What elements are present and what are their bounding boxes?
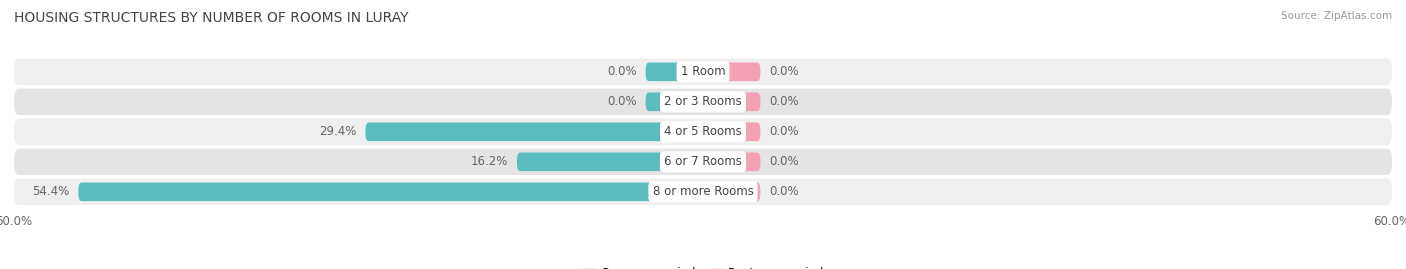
FancyBboxPatch shape	[645, 93, 703, 111]
FancyBboxPatch shape	[79, 182, 703, 201]
Text: 0.0%: 0.0%	[769, 155, 799, 168]
FancyBboxPatch shape	[645, 62, 703, 81]
FancyBboxPatch shape	[14, 119, 1392, 145]
Text: 6 or 7 Rooms: 6 or 7 Rooms	[664, 155, 742, 168]
FancyBboxPatch shape	[517, 153, 703, 171]
Text: 0.0%: 0.0%	[769, 125, 799, 138]
Text: 0.0%: 0.0%	[769, 65, 799, 78]
Text: 1 Room: 1 Room	[681, 65, 725, 78]
Text: 16.2%: 16.2%	[471, 155, 508, 168]
FancyBboxPatch shape	[366, 122, 703, 141]
FancyBboxPatch shape	[703, 182, 761, 201]
FancyBboxPatch shape	[14, 179, 1392, 205]
Text: 54.4%: 54.4%	[32, 185, 69, 198]
FancyBboxPatch shape	[703, 62, 761, 81]
Text: 0.0%: 0.0%	[607, 95, 637, 108]
FancyBboxPatch shape	[14, 59, 1392, 85]
Text: 4 or 5 Rooms: 4 or 5 Rooms	[664, 125, 742, 138]
Text: 0.0%: 0.0%	[769, 185, 799, 198]
FancyBboxPatch shape	[14, 89, 1392, 115]
Legend: Owner-occupied, Renter-occupied: Owner-occupied, Renter-occupied	[578, 263, 828, 269]
FancyBboxPatch shape	[14, 148, 1392, 175]
FancyBboxPatch shape	[703, 93, 761, 111]
Text: 8 or more Rooms: 8 or more Rooms	[652, 185, 754, 198]
Text: 0.0%: 0.0%	[769, 95, 799, 108]
Text: Source: ZipAtlas.com: Source: ZipAtlas.com	[1281, 11, 1392, 21]
Text: HOUSING STRUCTURES BY NUMBER OF ROOMS IN LURAY: HOUSING STRUCTURES BY NUMBER OF ROOMS IN…	[14, 11, 409, 25]
FancyBboxPatch shape	[703, 153, 761, 171]
Text: 0.0%: 0.0%	[607, 65, 637, 78]
Text: 2 or 3 Rooms: 2 or 3 Rooms	[664, 95, 742, 108]
FancyBboxPatch shape	[703, 122, 761, 141]
Text: 29.4%: 29.4%	[319, 125, 356, 138]
